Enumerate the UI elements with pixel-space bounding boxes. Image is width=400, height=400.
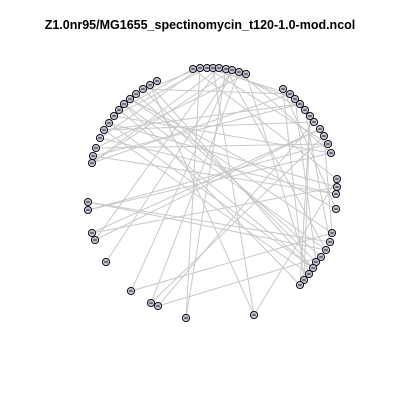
edge [103,129,310,275]
edge [157,256,322,307]
node [126,286,136,296]
edge [94,128,321,241]
edge [103,103,301,131]
node [138,84,148,94]
node [91,143,101,153]
edge [113,115,332,154]
node [83,205,93,215]
node [332,182,342,192]
node [87,158,97,168]
node [327,228,337,238]
edge [282,88,305,281]
edge [149,84,255,316]
edge [245,73,310,275]
node [87,228,97,238]
node [249,310,259,320]
edge [238,71,332,154]
node [188,64,198,74]
edge [130,232,333,292]
edge [92,103,301,157]
node [285,89,295,99]
edge [113,67,208,117]
edge [142,88,317,263]
node [278,84,288,94]
node [290,94,300,104]
edge [129,98,333,234]
edge [87,143,329,211]
node [299,275,309,285]
edge [94,67,220,241]
edge [103,121,315,131]
node [234,67,244,77]
edge [150,71,240,304]
edge [99,137,337,195]
node [195,63,205,73]
edge [185,68,227,319]
node [332,174,342,184]
node [214,63,224,73]
node [295,280,305,290]
node [145,80,155,90]
node [241,69,251,79]
edge [150,135,325,304]
edge [206,67,329,145]
node [304,269,314,279]
node [321,245,331,255]
node [227,65,237,75]
node [323,139,333,149]
edge [87,152,332,211]
edge [225,68,327,251]
node [326,148,336,158]
node [114,105,124,115]
node [146,298,156,308]
node [331,189,341,199]
node [309,117,319,127]
edge [118,109,314,269]
node [331,204,341,214]
node [83,197,93,207]
node [101,257,111,267]
node [319,131,329,141]
edge [123,103,327,251]
node [131,89,141,99]
edge [123,103,301,286]
edge [108,122,338,188]
node [181,313,191,323]
edge [135,93,322,258]
edge [303,115,311,281]
figure-title: Z1.0nr95/MG1655_spectinomycin_t120-1.0-m… [44,18,356,32]
edge [299,115,311,286]
node [109,111,119,121]
node [119,99,129,109]
node [99,125,109,135]
edge [87,201,327,251]
node [152,76,162,86]
edge-layer [87,67,338,319]
edge [108,122,314,269]
edge [91,93,291,164]
node [300,105,310,115]
node [316,252,326,262]
edge [91,186,338,234]
node [90,235,100,245]
node [95,133,105,143]
node-layer [83,63,342,323]
node [325,237,335,247]
node [153,301,163,311]
edge [91,69,233,164]
edge [130,69,233,292]
edge [142,88,291,95]
node [104,118,114,128]
node [125,94,135,104]
node [315,124,325,134]
node [295,99,305,109]
node [305,111,315,121]
edge [294,98,317,263]
node [88,151,98,161]
node [308,263,318,273]
